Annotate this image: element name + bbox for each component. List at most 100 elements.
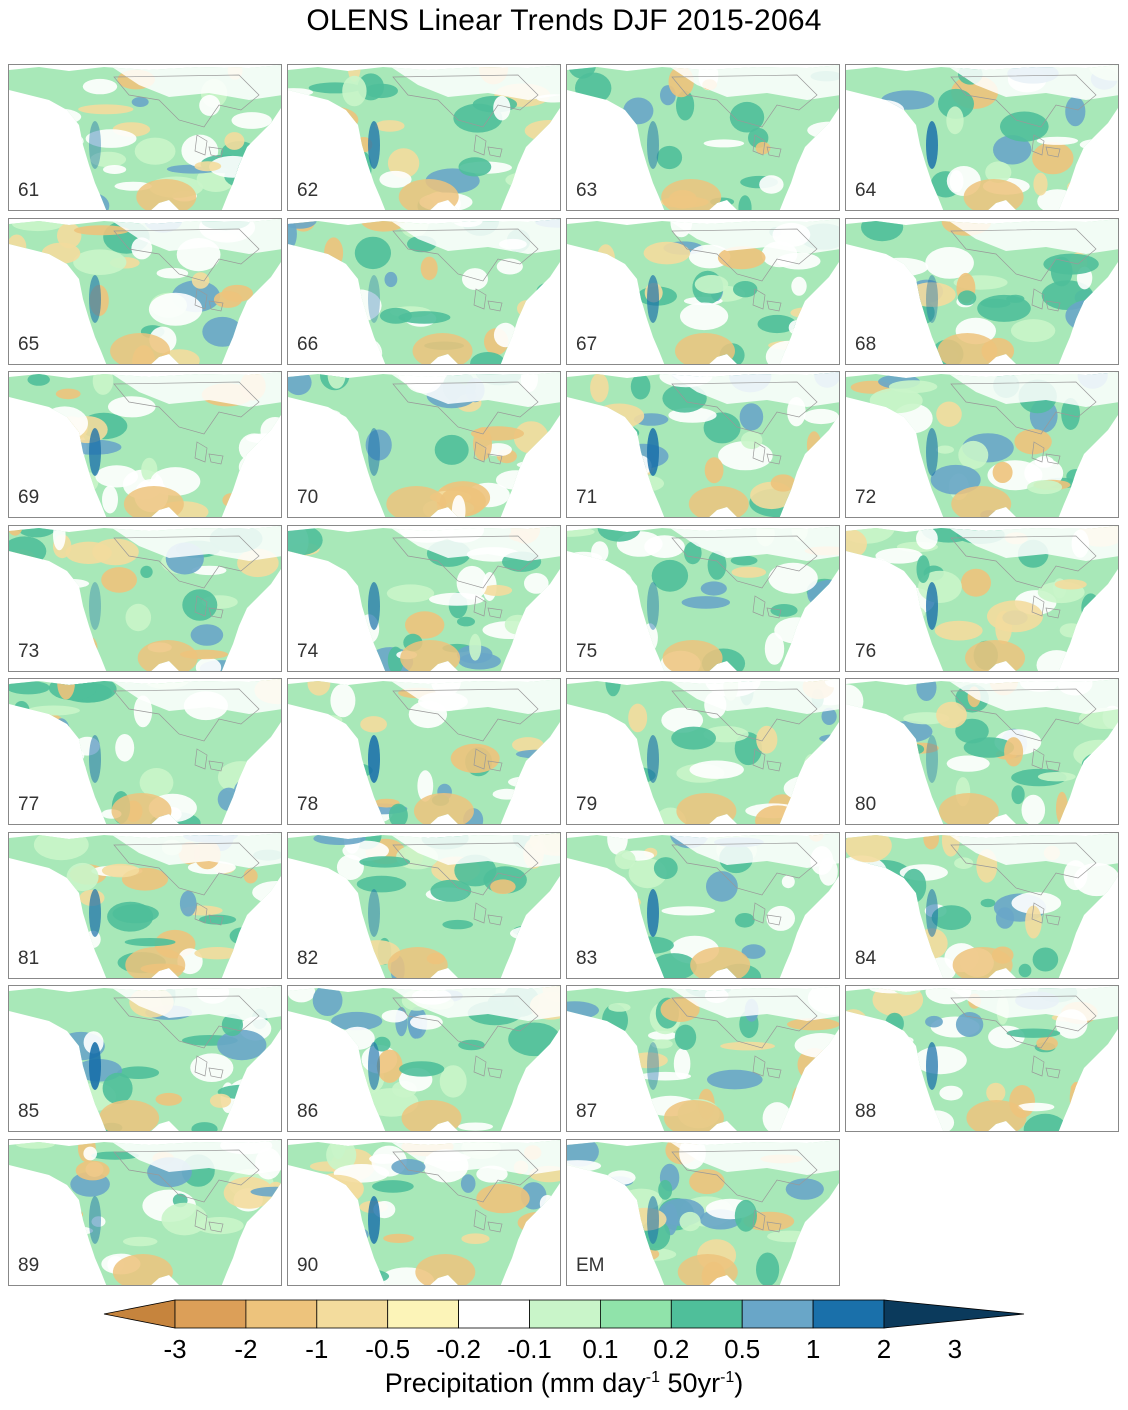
trend-patch xyxy=(140,565,153,578)
precip-trend-map xyxy=(288,679,560,824)
northern-region xyxy=(667,832,839,868)
trend-patch xyxy=(194,946,241,959)
coastline xyxy=(208,453,224,465)
southern-dry-region xyxy=(413,793,474,824)
trend-patch xyxy=(731,566,767,578)
panel-label: 62 xyxy=(297,180,319,201)
map-panel: EM xyxy=(566,1138,840,1286)
southern-dry-region xyxy=(412,332,473,364)
coastline xyxy=(473,287,487,309)
trend-patch xyxy=(916,526,938,549)
trend-patch xyxy=(102,485,118,514)
trend-patch xyxy=(405,610,445,639)
trend-patch xyxy=(195,657,222,671)
trend-patch xyxy=(213,290,243,308)
trend-patch xyxy=(383,1233,414,1243)
trend-patch xyxy=(122,1236,158,1246)
trend-patch xyxy=(384,271,398,287)
coastline xyxy=(487,607,503,618)
colorbar-title: Precipitation (mm day-1 50yr-1) xyxy=(0,1368,1128,1399)
precip-trend-map xyxy=(567,218,839,364)
colorbar-title-text: Precipitation (mm day xyxy=(384,1368,646,1398)
map-panel: 73 xyxy=(8,524,282,672)
precip-trend-map xyxy=(9,1139,281,1285)
coastline xyxy=(194,594,208,616)
northern-region xyxy=(667,218,839,254)
map-panel: 87 xyxy=(566,985,840,1132)
coastline xyxy=(473,1208,487,1230)
coastline xyxy=(487,1067,503,1079)
coastline xyxy=(113,74,260,128)
trend-patch xyxy=(1061,398,1080,430)
trend-patch xyxy=(734,912,755,928)
coastline xyxy=(392,74,539,128)
colorbar-swatch xyxy=(600,1299,672,1329)
trend-patch xyxy=(1023,1113,1068,1131)
trend-patch xyxy=(312,986,343,1016)
coastline xyxy=(487,146,503,158)
colorbar-tick-label: -2 xyxy=(234,1334,258,1364)
coastline xyxy=(487,1221,503,1232)
trend-patch xyxy=(331,1011,383,1031)
southern-dry-region xyxy=(938,793,999,824)
trend-patch xyxy=(734,732,763,766)
trend-patch xyxy=(195,1216,244,1234)
coastline xyxy=(392,688,539,742)
west-coast-wet-region xyxy=(647,735,659,783)
trend-patch xyxy=(330,683,356,718)
coastline xyxy=(671,228,818,281)
trend-patch xyxy=(1011,891,1062,914)
trend-patch xyxy=(703,139,745,148)
west-coast-wet-region xyxy=(89,581,101,630)
trend-patch xyxy=(821,707,837,725)
trend-patch xyxy=(179,890,197,916)
trend-patch xyxy=(660,996,700,1022)
trend-patch xyxy=(456,565,488,600)
trend-patch xyxy=(1065,96,1086,127)
colorbar-tick-label: -0.1 xyxy=(507,1334,552,1364)
trend-patch xyxy=(1036,136,1079,145)
trend-patch xyxy=(846,528,867,559)
precip-trend-map xyxy=(288,525,560,671)
colorbar-swatch xyxy=(812,1299,885,1329)
map-panel: 68 xyxy=(845,217,1119,365)
coastline xyxy=(473,1055,487,1077)
trend-patch xyxy=(387,148,420,179)
west-coast-wet-region xyxy=(926,274,938,323)
coastline xyxy=(473,748,487,770)
coastline xyxy=(1031,134,1045,156)
trend-patch xyxy=(490,878,516,894)
colorbar-swatch xyxy=(529,1299,601,1329)
trend-patch xyxy=(375,120,405,132)
trend-patch xyxy=(995,906,1015,929)
trend-patch xyxy=(161,1202,208,1235)
colorbar-swatch xyxy=(670,1299,743,1329)
coastline xyxy=(194,441,208,463)
trend-patch xyxy=(787,1018,839,1031)
precip-trend-map xyxy=(567,372,839,517)
trend-patch xyxy=(671,726,716,750)
trend-patch xyxy=(399,1061,445,1077)
coastline xyxy=(766,607,782,618)
trend-patch xyxy=(243,868,258,883)
trend-patch xyxy=(1032,947,1059,971)
precip-trend-map xyxy=(9,679,281,824)
coastline xyxy=(1045,760,1061,772)
trend-patch xyxy=(442,919,473,929)
trend-patch xyxy=(524,572,549,594)
west-coast-wet-region xyxy=(647,428,659,476)
colorbar-max-arrow xyxy=(883,1299,1025,1329)
trend-patch xyxy=(680,302,729,330)
trend-patch xyxy=(359,855,411,868)
trend-patch xyxy=(676,90,695,121)
trend-patch xyxy=(628,703,648,733)
land-base xyxy=(288,679,560,824)
trend-patch xyxy=(451,495,466,517)
panel-label: 85 xyxy=(18,1101,40,1122)
trend-patch xyxy=(718,441,773,471)
west-coast-wet-region xyxy=(647,1042,659,1090)
precip-trend-map xyxy=(9,832,281,978)
west-coast-wet-region xyxy=(368,428,380,476)
coastline xyxy=(473,901,487,923)
map-panel: 86 xyxy=(287,985,561,1132)
